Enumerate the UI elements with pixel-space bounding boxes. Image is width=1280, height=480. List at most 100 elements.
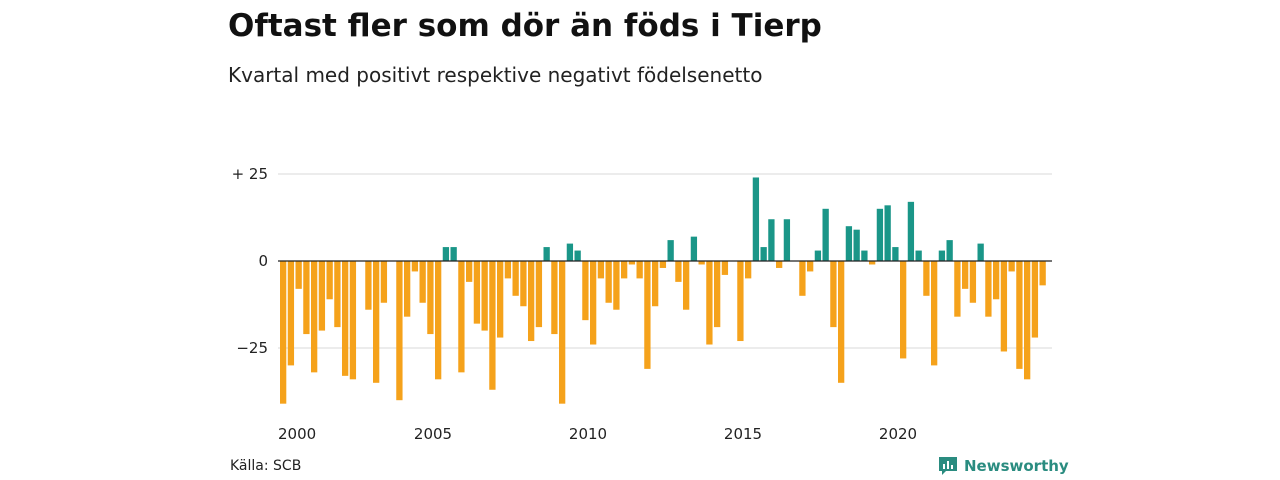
bar: [597, 261, 605, 279]
bar: [365, 261, 372, 310]
bar: [287, 261, 295, 366]
bar: [652, 261, 659, 307]
brand-logo[interactable]: Newsworthy: [938, 456, 1069, 476]
bar: [435, 261, 442, 380]
chart-subtitle: Kvartal med positivt respektive negativt…: [228, 63, 763, 87]
bar: [776, 261, 783, 268]
bar: [636, 261, 643, 279]
bar: [783, 219, 791, 261]
bar: [582, 261, 589, 321]
bar: [938, 250, 946, 261]
bar: [427, 261, 434, 335]
bar: [760, 247, 767, 261]
bar: [1031, 261, 1039, 338]
bar: [373, 261, 380, 383]
x-tick-label: 2010: [569, 425, 607, 443]
bar: [311, 261, 318, 373]
bar: [295, 261, 302, 289]
y-tick-label: −25: [236, 339, 268, 357]
bar: [644, 261, 651, 369]
bar: [528, 261, 535, 342]
bar: [520, 261, 527, 307]
bar: [551, 261, 558, 335]
bar: [621, 261, 628, 279]
bar: [985, 261, 992, 317]
bar: [280, 261, 287, 404]
bar: [473, 261, 481, 324]
bar: [303, 261, 310, 335]
bar: [613, 261, 620, 310]
bar: [993, 261, 1000, 300]
x-tick-label: 2015: [724, 425, 762, 443]
newsworthy-icon: [939, 457, 957, 475]
y-tick-label: + 25: [232, 165, 268, 183]
bar: [1000, 261, 1008, 352]
bar: [466, 261, 473, 282]
bar: [450, 247, 457, 261]
bar: [535, 261, 543, 328]
bar: [590, 261, 597, 345]
bar: [845, 226, 853, 261]
bar: [1008, 261, 1015, 272]
bar: [349, 261, 357, 380]
bar: [1039, 261, 1046, 286]
bar: [745, 261, 752, 279]
bar: [497, 261, 504, 338]
bar: [504, 261, 512, 279]
bar: [411, 261, 419, 272]
bar: [1024, 261, 1031, 380]
bar: [946, 240, 953, 261]
bar: [566, 243, 574, 261]
bar: [675, 261, 682, 282]
bar: [458, 261, 465, 373]
bar: [907, 201, 915, 261]
bar: [814, 250, 822, 261]
bar: [853, 229, 860, 261]
bar: [876, 208, 884, 261]
bar: [380, 261, 388, 303]
bar: [318, 261, 326, 331]
bar: [334, 261, 341, 328]
bar: [838, 261, 845, 383]
bar: [396, 261, 403, 401]
bar: [667, 240, 674, 261]
bar: [543, 247, 550, 261]
bar: [822, 208, 829, 261]
x-tick-label: 2020: [879, 425, 917, 443]
bar: [419, 261, 426, 303]
bar: [861, 250, 868, 261]
bar: [489, 261, 496, 390]
bar: [628, 261, 636, 265]
bar: [574, 250, 581, 261]
source-label: Källa: SCB: [230, 458, 302, 474]
bar: [737, 261, 744, 342]
bar: [977, 243, 984, 261]
x-tick-label: 2000: [278, 425, 316, 443]
bar: [326, 261, 333, 300]
brand-name: Newsworthy: [964, 457, 1069, 475]
bar: [830, 261, 837, 328]
bar: [659, 261, 667, 268]
bar: [714, 261, 721, 328]
bar: [892, 247, 899, 261]
bar: [807, 261, 814, 272]
bar: [512, 261, 519, 296]
bar: [969, 261, 977, 303]
bar: [799, 261, 806, 296]
bar: [698, 261, 705, 265]
x-tick-label: 2005: [414, 425, 452, 443]
bar: [706, 261, 713, 345]
chart-title: Oftast fler som dör än föds i Tierp: [228, 8, 822, 44]
bar: [342, 261, 349, 376]
y-tick-label: 0: [258, 252, 268, 270]
bar: [900, 261, 907, 359]
bar: [884, 205, 891, 261]
bar: [690, 236, 698, 261]
bar: [404, 261, 411, 317]
bar: [869, 261, 876, 265]
bar: [721, 261, 729, 275]
bar: [962, 261, 969, 289]
bar: [559, 261, 566, 404]
bar: [768, 219, 775, 261]
